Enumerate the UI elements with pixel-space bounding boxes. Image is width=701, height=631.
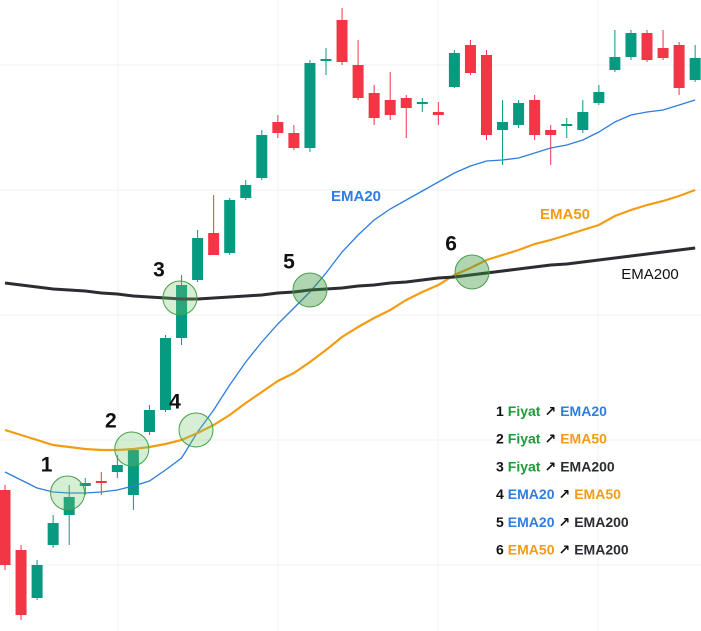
candle-body	[15, 550, 27, 615]
candle-body	[561, 124, 573, 126]
candle-body	[432, 112, 444, 115]
legend-entry: 2 Fiyat ↗ EMA50	[496, 430, 607, 446]
candle-body	[192, 238, 204, 280]
series-label: EMA50	[540, 206, 590, 223]
legend-entry: 4 EMA20 ↗ EMA50	[496, 486, 621, 502]
legend-arrow: ↗	[544, 430, 556, 446]
candle-body	[95, 481, 107, 483]
candle-body	[240, 185, 252, 198]
annotation-label: 5	[283, 251, 295, 274]
candle-body	[657, 48, 669, 58]
legend-entry: 5 EMA20 ↗ EMA200	[496, 514, 629, 530]
legend-to: EMA200	[574, 541, 629, 557]
legend-arrow: ↗	[544, 403, 556, 419]
annotation-label: 6	[445, 233, 457, 256]
annotation-label: 4	[169, 391, 181, 414]
legend-arrow: ↗	[558, 514, 570, 530]
candle-body	[625, 33, 637, 57]
legend-from: EMA20	[508, 514, 555, 530]
candle-body	[127, 450, 139, 495]
legend-arrow: ↗	[544, 458, 556, 474]
legend-entry: 3 Fiyat ↗ EMA200	[496, 458, 615, 474]
legend-number: 5	[496, 514, 504, 530]
candle-body	[529, 100, 541, 135]
candle-body	[416, 102, 428, 104]
annotation-label: 1	[41, 454, 53, 477]
annotation-circle	[162, 280, 198, 316]
candle-body	[481, 55, 492, 135]
candle-body	[593, 92, 605, 103]
legend-to: EMA200	[574, 514, 629, 530]
candle-body	[143, 410, 155, 432]
candle-body	[384, 100, 396, 115]
annotation-circle	[178, 412, 214, 448]
legend-number: 6	[496, 541, 504, 557]
candle-body	[31, 565, 43, 598]
legend-number: 3	[496, 458, 504, 474]
annotation-circle	[292, 272, 328, 308]
candle-body	[336, 20, 348, 62]
legend-to: EMA20	[560, 403, 607, 419]
candle-body	[464, 45, 476, 73]
annotation-circle	[454, 254, 490, 290]
candle-body	[689, 58, 701, 80]
annotation-circle	[50, 475, 86, 511]
annotation-label: 2	[105, 410, 117, 433]
candle-body	[497, 122, 509, 130]
candle-body	[673, 45, 685, 88]
legend-from: Fiyat	[508, 430, 541, 446]
legend-entry: 1 Fiyat ↗ EMA20	[496, 403, 607, 419]
candle-body	[272, 122, 284, 133]
candle-body	[545, 130, 557, 135]
ema-line	[4, 188, 696, 452]
candle-body	[63, 497, 75, 515]
legend-arrow: ↗	[558, 541, 570, 557]
candle-body	[368, 93, 380, 118]
candle-body	[79, 483, 91, 486]
legend-number: 1	[496, 403, 504, 419]
candle-body	[0, 490, 11, 565]
candle-body	[513, 103, 525, 125]
legend-number: 4	[496, 486, 504, 502]
candle-body	[224, 200, 236, 253]
legend-entry: 6 EMA50 ↗ EMA200	[496, 541, 629, 557]
candle-body	[609, 57, 621, 70]
legend-from: Fiyat	[508, 458, 541, 474]
candle-body	[304, 63, 316, 148]
legend-from: EMA20	[508, 486, 555, 502]
candle-body	[176, 285, 188, 338]
candle-body	[641, 33, 653, 60]
legend-number: 2	[496, 430, 504, 446]
candle-body	[577, 112, 589, 130]
candle-body	[352, 65, 364, 98]
candle-body	[47, 523, 59, 545]
series-label: EMA200	[621, 266, 679, 283]
candle-body	[160, 338, 171, 410]
candle-body	[256, 135, 268, 178]
candle-body	[111, 465, 123, 472]
candle-body	[448, 53, 460, 87]
series-label: EMA20	[331, 188, 381, 205]
legend-to: EMA200	[560, 458, 615, 474]
legend-to: EMA50	[574, 486, 621, 502]
legend-arrow: ↗	[558, 486, 570, 502]
annotation-label: 3	[153, 259, 165, 282]
legend-to: EMA50	[560, 430, 607, 446]
candle-body	[320, 59, 332, 61]
legend-from: Fiyat	[508, 403, 541, 419]
ema-line	[4, 246, 696, 301]
annotation-circle	[114, 431, 150, 467]
legend-from: EMA50	[508, 541, 555, 557]
candle-body	[208, 233, 220, 255]
candle-body	[288, 133, 300, 148]
ema-line	[4, 99, 696, 494]
candle-body	[400, 98, 412, 108]
